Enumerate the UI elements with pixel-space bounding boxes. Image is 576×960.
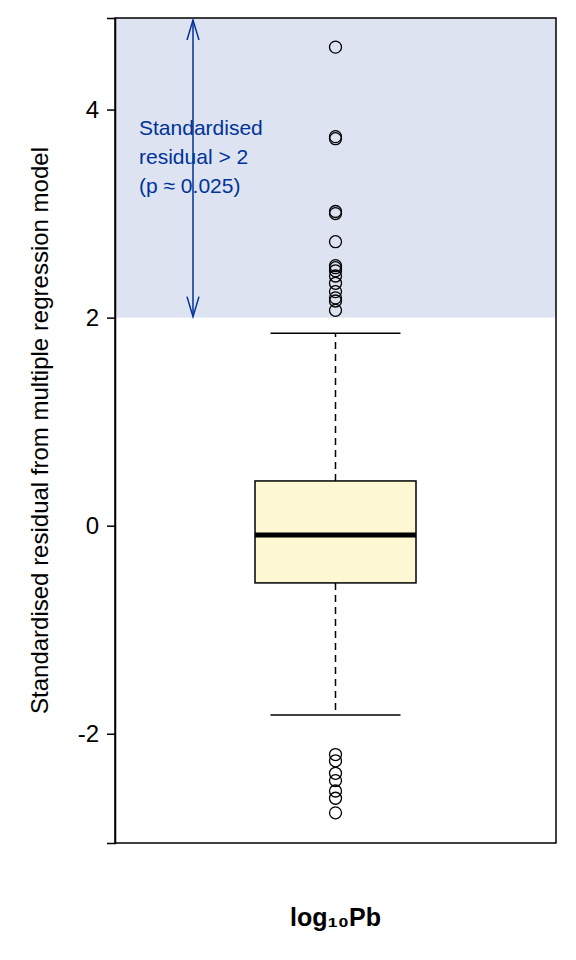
annotation-arrow (192, 20, 194, 317)
y-tick-label: 2 (86, 304, 99, 331)
outlier (330, 807, 342, 819)
y-axis-line (107, 19, 116, 844)
upper-whisker (335, 333, 337, 481)
outlier (330, 292, 342, 304)
y-tick: 0 (86, 512, 115, 539)
y-tick-label: -2 (78, 720, 99, 747)
category-label: log₁₀Pb (290, 903, 381, 931)
median (255, 533, 416, 538)
y-tick-label: 0 (86, 512, 99, 539)
lower-cap (271, 714, 401, 716)
outlier (330, 792, 342, 804)
outlier (330, 236, 342, 248)
y-tick-mark (107, 734, 115, 736)
outlier (330, 304, 342, 316)
outlier (330, 270, 342, 282)
annotation-text: (p ≈ 0.025) (139, 174, 240, 197)
outlier (330, 785, 342, 797)
y-tick: -2 (78, 720, 115, 747)
y-axis: -2 0 2 4 (78, 19, 116, 844)
y-tick: 4 (86, 96, 115, 123)
annotation-text: Standardised (139, 116, 263, 139)
chart: -2 0 2 4 Standardised residual from multiple… (0, 0, 576, 960)
annotation: Standardised residual > 2 (p ≈ 0.025) (139, 20, 263, 317)
annotation-text: residual > 2 (139, 145, 248, 168)
y-tick-mark (107, 109, 115, 111)
threshold-band (115, 18, 556, 318)
plot-frame (115, 18, 556, 843)
y-tick: 2 (86, 304, 115, 331)
outlier (330, 755, 342, 767)
y-tick-mark (107, 317, 115, 319)
y-tick-mark (107, 525, 115, 527)
lower-whisker (335, 583, 337, 715)
y-axis-title: Standardised residual from multiple regr… (26, 147, 53, 714)
y-tick-label: 4 (86, 96, 99, 123)
outlier (330, 265, 342, 277)
outlier (330, 767, 342, 779)
outlier (330, 41, 342, 53)
upper-cap (271, 332, 401, 334)
outlier (330, 295, 342, 307)
arrow-head (187, 297, 199, 317)
outlier (330, 133, 342, 145)
box-plot (255, 41, 416, 819)
outlier (330, 208, 342, 220)
box (255, 481, 416, 583)
plot-area (115, 18, 556, 819)
arrow-head (187, 20, 199, 40)
